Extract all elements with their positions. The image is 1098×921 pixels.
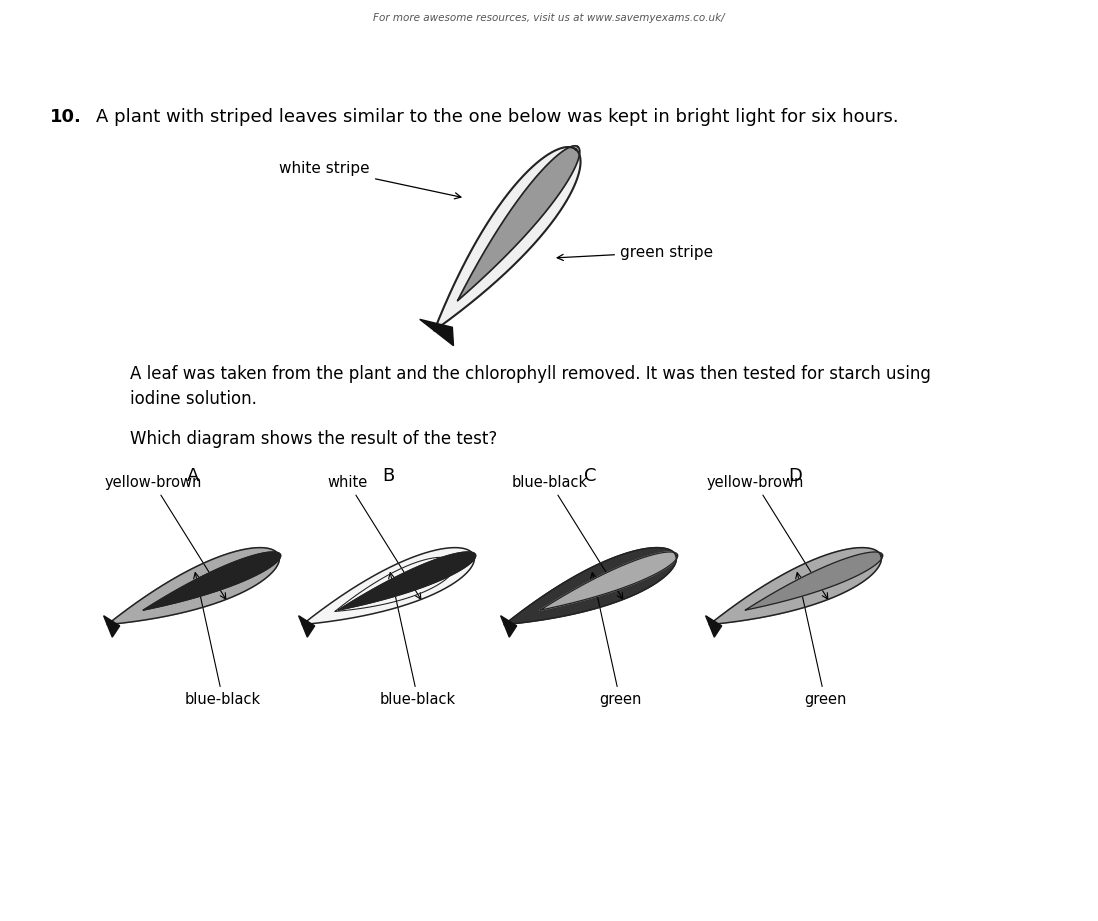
Text: A plant with striped leaves similar to the one below was kept in bright light fo: A plant with striped leaves similar to t… bbox=[96, 108, 898, 126]
Polygon shape bbox=[540, 552, 677, 610]
Polygon shape bbox=[103, 616, 120, 637]
Text: blue-black: blue-black bbox=[512, 475, 623, 600]
Polygon shape bbox=[504, 548, 676, 624]
Text: C: C bbox=[584, 467, 596, 485]
Text: yellow-brown: yellow-brown bbox=[104, 475, 226, 600]
Text: A leaf was taken from the plant and the chlorophyll removed. It was then tested : A leaf was taken from the plant and the … bbox=[130, 365, 931, 383]
Text: yellow-brown: yellow-brown bbox=[706, 475, 828, 600]
Polygon shape bbox=[706, 616, 721, 637]
Polygon shape bbox=[419, 320, 453, 345]
Text: green stripe: green stripe bbox=[557, 244, 713, 261]
Polygon shape bbox=[458, 146, 580, 301]
Polygon shape bbox=[501, 616, 517, 637]
Text: blue-black: blue-black bbox=[380, 573, 456, 707]
Text: For more awesome resources, visit us at www.savemyexams.co.uk/: For more awesome resources, visit us at … bbox=[373, 13, 725, 23]
Polygon shape bbox=[434, 147, 581, 331]
Polygon shape bbox=[338, 552, 475, 610]
Polygon shape bbox=[108, 548, 279, 624]
Text: white: white bbox=[328, 475, 421, 600]
Text: D: D bbox=[788, 467, 802, 485]
Text: iodine solution.: iodine solution. bbox=[130, 390, 257, 408]
Text: A: A bbox=[187, 467, 199, 485]
Text: B: B bbox=[382, 467, 394, 485]
Polygon shape bbox=[299, 616, 315, 637]
Polygon shape bbox=[335, 557, 456, 612]
Polygon shape bbox=[302, 548, 474, 624]
Polygon shape bbox=[143, 552, 281, 610]
Text: green: green bbox=[796, 573, 847, 707]
Polygon shape bbox=[709, 548, 882, 624]
Text: Which diagram shows the result of the test?: Which diagram shows the result of the te… bbox=[130, 430, 497, 448]
Polygon shape bbox=[746, 552, 883, 610]
Text: blue-black: blue-black bbox=[184, 573, 261, 707]
Text: white stripe: white stripe bbox=[279, 160, 461, 199]
Text: 10.: 10. bbox=[51, 108, 82, 126]
Text: green: green bbox=[591, 573, 641, 707]
